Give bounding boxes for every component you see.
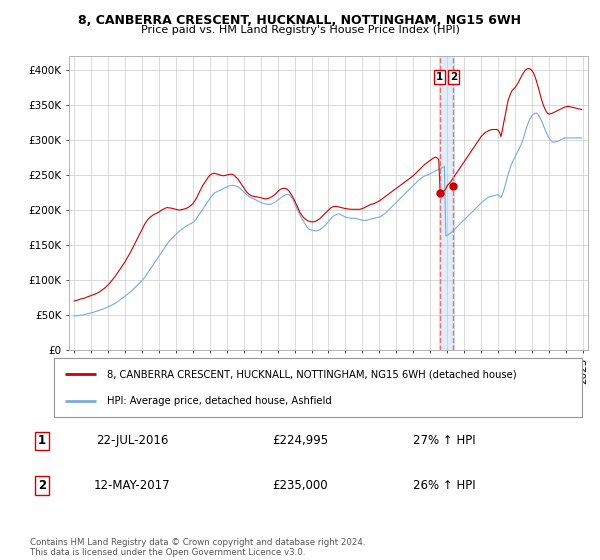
- Text: 12-MAY-2017: 12-MAY-2017: [94, 479, 170, 492]
- Text: HPI: Average price, detached house, Ashfield: HPI: Average price, detached house, Ashf…: [107, 396, 332, 407]
- Text: 1: 1: [38, 434, 46, 447]
- Bar: [439, 56, 454, 350]
- Text: £235,000: £235,000: [272, 479, 328, 492]
- Text: 1: 1: [436, 72, 443, 82]
- Text: £224,995: £224,995: [272, 434, 328, 447]
- Text: 2: 2: [38, 479, 46, 492]
- Text: Contains HM Land Registry data © Crown copyright and database right 2024.
This d: Contains HM Land Registry data © Crown c…: [30, 538, 365, 557]
- Text: Price paid vs. HM Land Registry's House Price Index (HPI): Price paid vs. HM Land Registry's House …: [140, 25, 460, 35]
- Text: 8, CANBERRA CRESCENT, HUCKNALL, NOTTINGHAM, NG15 6WH (detached house): 8, CANBERRA CRESCENT, HUCKNALL, NOTTINGH…: [107, 369, 517, 379]
- Text: 26% ↑ HPI: 26% ↑ HPI: [413, 479, 475, 492]
- Text: 2: 2: [450, 72, 457, 82]
- Text: 8, CANBERRA CRESCENT, HUCKNALL, NOTTINGHAM, NG15 6WH: 8, CANBERRA CRESCENT, HUCKNALL, NOTTINGH…: [79, 14, 521, 27]
- Text: 27% ↑ HPI: 27% ↑ HPI: [413, 434, 475, 447]
- Text: 22-JUL-2016: 22-JUL-2016: [96, 434, 168, 447]
